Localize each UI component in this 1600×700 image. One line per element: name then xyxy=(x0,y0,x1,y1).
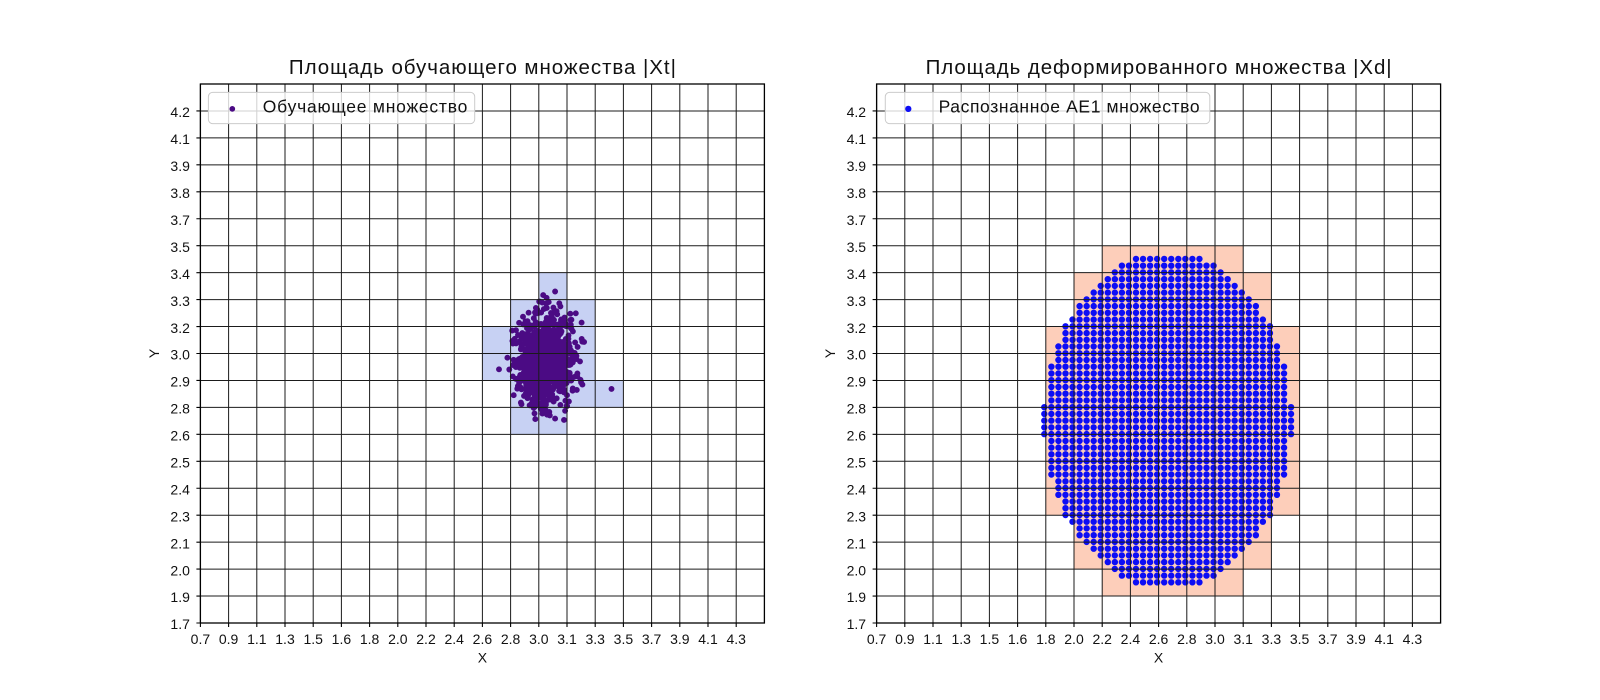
svg-text:4.3: 4.3 xyxy=(1403,631,1423,647)
svg-text:1.7: 1.7 xyxy=(847,616,867,632)
svg-text:3.0: 3.0 xyxy=(1205,631,1225,647)
svg-text:2.6: 2.6 xyxy=(170,428,190,444)
svg-text:2.0: 2.0 xyxy=(388,631,408,647)
svg-text:Распознанное АЕ1 множество: Распознанное АЕ1 множество xyxy=(939,97,1200,117)
svg-text:3.3: 3.3 xyxy=(170,293,190,309)
svg-text:3.7: 3.7 xyxy=(642,631,662,647)
svg-text:3.9: 3.9 xyxy=(847,158,867,174)
svg-text:2.8: 2.8 xyxy=(501,631,521,647)
svg-text:2.1: 2.1 xyxy=(847,535,867,551)
svg-text:4.1: 4.1 xyxy=(847,131,867,147)
svg-text:2.1: 2.1 xyxy=(170,535,190,551)
svg-text:1.9: 1.9 xyxy=(170,589,190,605)
svg-text:3.1: 3.1 xyxy=(1233,631,1253,647)
svg-text:3.0: 3.0 xyxy=(170,347,190,363)
svg-text:Площадь деформированного множе: Площадь деформированного множества |Xd| xyxy=(926,56,1392,79)
svg-text:2.3: 2.3 xyxy=(170,508,190,524)
svg-text:0.7: 0.7 xyxy=(191,631,211,647)
svg-text:4.2: 4.2 xyxy=(847,104,867,120)
svg-text:1.3: 1.3 xyxy=(275,631,295,647)
svg-text:2.0: 2.0 xyxy=(170,562,190,578)
svg-text:0.7: 0.7 xyxy=(867,631,887,647)
svg-text:1.6: 1.6 xyxy=(1008,631,1028,647)
svg-text:2.8: 2.8 xyxy=(1177,631,1197,647)
svg-text:0.9: 0.9 xyxy=(219,631,239,647)
svg-text:1.1: 1.1 xyxy=(247,631,267,647)
svg-text:3.9: 3.9 xyxy=(170,158,190,174)
svg-text:Y: Y xyxy=(146,348,162,358)
svg-text:1.8: 1.8 xyxy=(1036,631,1056,647)
svg-text:3.5: 3.5 xyxy=(614,631,634,647)
svg-text:2.4: 2.4 xyxy=(170,481,190,497)
svg-text:3.7: 3.7 xyxy=(847,212,867,228)
svg-text:2.4: 2.4 xyxy=(444,631,464,647)
svg-text:3.7: 3.7 xyxy=(170,212,190,228)
svg-text:1.8: 1.8 xyxy=(360,631,380,647)
svg-text:2.3: 2.3 xyxy=(847,508,867,524)
svg-text:2.6: 2.6 xyxy=(1149,631,1169,647)
svg-text:2.9: 2.9 xyxy=(170,374,190,390)
svg-text:1.9: 1.9 xyxy=(847,589,867,605)
svg-text:3.4: 3.4 xyxy=(847,266,867,282)
svg-text:3.5: 3.5 xyxy=(1290,631,1310,647)
svg-text:X: X xyxy=(1154,650,1164,666)
svg-text:3.9: 3.9 xyxy=(670,631,690,647)
svg-text:1.6: 1.6 xyxy=(332,631,352,647)
svg-text:2.2: 2.2 xyxy=(416,631,436,647)
svg-text:2.9: 2.9 xyxy=(847,374,867,390)
svg-text:4.2: 4.2 xyxy=(170,104,190,120)
svg-text:3.5: 3.5 xyxy=(170,239,190,255)
svg-text:2.4: 2.4 xyxy=(847,481,867,497)
svg-text:3.1: 3.1 xyxy=(557,631,577,647)
svg-text:1.3: 1.3 xyxy=(951,631,971,647)
svg-text:3.9: 3.9 xyxy=(1346,631,1366,647)
svg-text:2.6: 2.6 xyxy=(847,428,867,444)
svg-text:2.0: 2.0 xyxy=(847,562,867,578)
svg-text:1.1: 1.1 xyxy=(923,631,943,647)
svg-text:3.3: 3.3 xyxy=(847,293,867,309)
svg-text:2.5: 2.5 xyxy=(170,455,190,471)
svg-text:2.2: 2.2 xyxy=(1092,631,1112,647)
svg-text:3.8: 3.8 xyxy=(847,185,867,201)
svg-text:Y: Y xyxy=(822,348,838,358)
svg-text:2.0: 2.0 xyxy=(1064,631,1084,647)
svg-text:2.6: 2.6 xyxy=(473,631,493,647)
svg-text:3.2: 3.2 xyxy=(847,320,867,336)
svg-text:Площадь обучающего множества |: Площадь обучающего множества |Xt| xyxy=(289,56,676,79)
svg-text:2.8: 2.8 xyxy=(170,401,190,417)
svg-text:1.7: 1.7 xyxy=(170,616,190,632)
svg-text:3.3: 3.3 xyxy=(1262,631,1282,647)
svg-text:2.5: 2.5 xyxy=(847,455,867,471)
svg-text:3.0: 3.0 xyxy=(529,631,549,647)
svg-text:Обучающее множество: Обучающее множество xyxy=(263,97,468,117)
svg-text:3.2: 3.2 xyxy=(170,320,190,336)
svg-text:3.8: 3.8 xyxy=(170,185,190,201)
svg-text:4.3: 4.3 xyxy=(726,631,746,647)
svg-text:4.1: 4.1 xyxy=(1374,631,1394,647)
svg-text:1.5: 1.5 xyxy=(303,631,323,647)
svg-text:1.5: 1.5 xyxy=(980,631,1000,647)
svg-text:3.3: 3.3 xyxy=(585,631,605,647)
svg-text:3.0: 3.0 xyxy=(847,347,867,363)
svg-text:X: X xyxy=(478,650,488,666)
svg-text:4.1: 4.1 xyxy=(170,131,190,147)
svg-text:0.9: 0.9 xyxy=(895,631,915,647)
svg-text:3.7: 3.7 xyxy=(1318,631,1338,647)
svg-text:3.5: 3.5 xyxy=(847,239,867,255)
svg-text:4.1: 4.1 xyxy=(698,631,718,647)
svg-text:2.8: 2.8 xyxy=(847,401,867,417)
svg-text:2.4: 2.4 xyxy=(1121,631,1141,647)
svg-text:3.4: 3.4 xyxy=(170,266,190,282)
